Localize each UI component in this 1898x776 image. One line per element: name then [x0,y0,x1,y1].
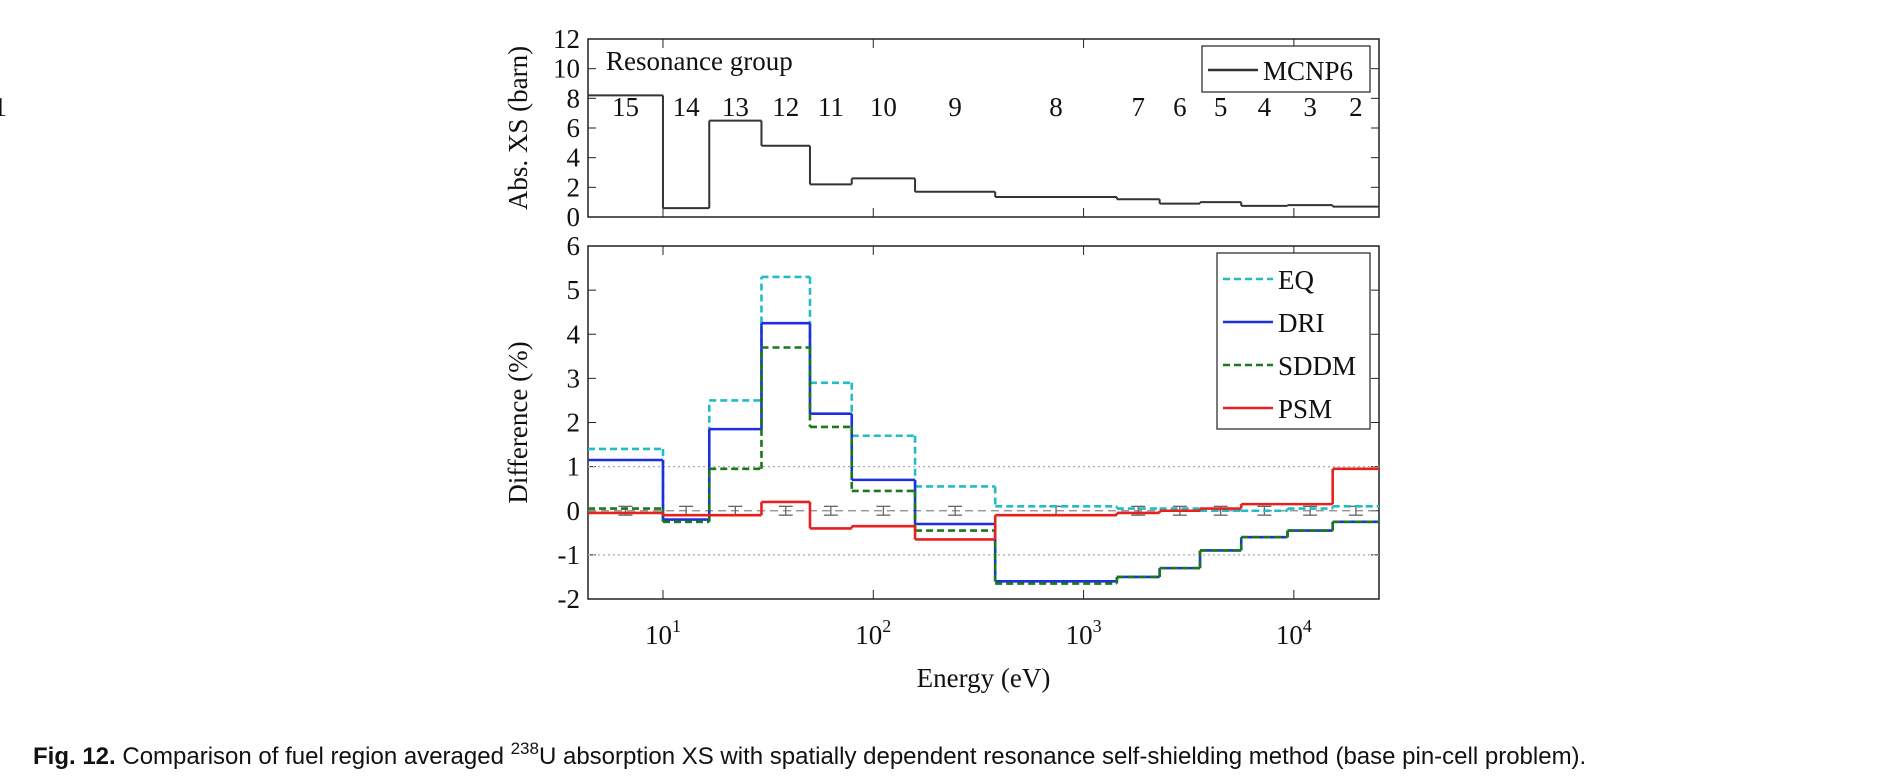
legend-box [1216,252,1371,430]
x-tick-label: 102 [855,616,891,650]
x-axis-label: Energy (eV) [917,663,1051,693]
group-label: 2 [1349,92,1363,122]
group-label: 7 [1132,92,1146,122]
group-label: 12 [772,92,799,122]
group-label: 11 [818,92,844,122]
y-tick-label: 8 [567,83,581,113]
group-label: 14 [673,92,701,122]
y-tick-label: 2 [567,172,581,202]
y-tick-label: 12 [553,24,580,54]
x-tick-label: 101 [645,616,681,650]
annotation: Resonance group [606,46,793,76]
y-tick-label: 3 [567,363,581,393]
x-tick-exponent: 1 [672,616,681,636]
x-tick-base: 10 [645,620,672,650]
x-tick-label: 103 [1066,616,1102,650]
group-label: 3 [1303,92,1317,122]
group-label: 1 [0,92,7,122]
y-tick-label: 4 [567,143,581,173]
y-tick-label: 10 [553,54,580,84]
group-label: 10 [870,92,897,122]
x-tick-exponent: 3 [1093,616,1102,636]
x-tick-base: 10 [1276,620,1303,650]
legend-label: DRI [1278,308,1325,338]
error-bar [823,505,838,516]
caption-text: U absorption XS with spatially dependent… [539,743,1586,770]
legend-label: PSM [1278,394,1332,424]
y-tick-label: 6 [567,231,581,261]
error-bar [728,505,743,516]
group-label: 9 [948,92,962,122]
y-tick-label: -2 [558,584,581,614]
y-tick-label: 0 [567,496,581,526]
y-tick-label: 4 [567,319,581,349]
y-tick-label: 2 [567,408,581,438]
x-tick-base: 10 [855,620,882,650]
x-tick-exponent: 2 [882,616,891,636]
x-tick-base: 10 [1066,620,1093,650]
error-bar [778,505,793,516]
caption-text: Comparison of fuel region averaged [122,743,510,770]
group-label: 5 [1214,92,1228,122]
x-tick-label: 104 [1276,616,1312,650]
y-axis-label: Difference (%) [503,341,533,503]
error-bar [948,505,963,516]
legend-label: EQ [1278,265,1314,295]
legend-label: SDDM [1278,351,1356,381]
y-tick-label: 5 [567,275,581,305]
group-label: 13 [722,92,749,122]
y-tick-label: 6 [567,113,581,143]
caption-sup: 238 [511,739,539,758]
group-label: 8 [1049,92,1063,122]
y-tick-label: -1 [558,540,581,570]
y-axis-label: Abs. XS (barn) [503,46,533,210]
group-label: 15 [612,92,639,122]
caption-label: Fig. 12. [33,743,116,770]
caption: Fig. 12. Comparison of fuel region avera… [33,739,1586,770]
group-label: 4 [1258,92,1272,122]
group-label: 6 [1173,92,1187,122]
legend-label: MCNP6 [1263,56,1353,86]
x-tick-exponent: 4 [1303,616,1312,636]
error-bar [876,505,891,516]
y-tick-label: 0 [567,202,581,232]
y-tick-label: 1 [567,452,581,482]
